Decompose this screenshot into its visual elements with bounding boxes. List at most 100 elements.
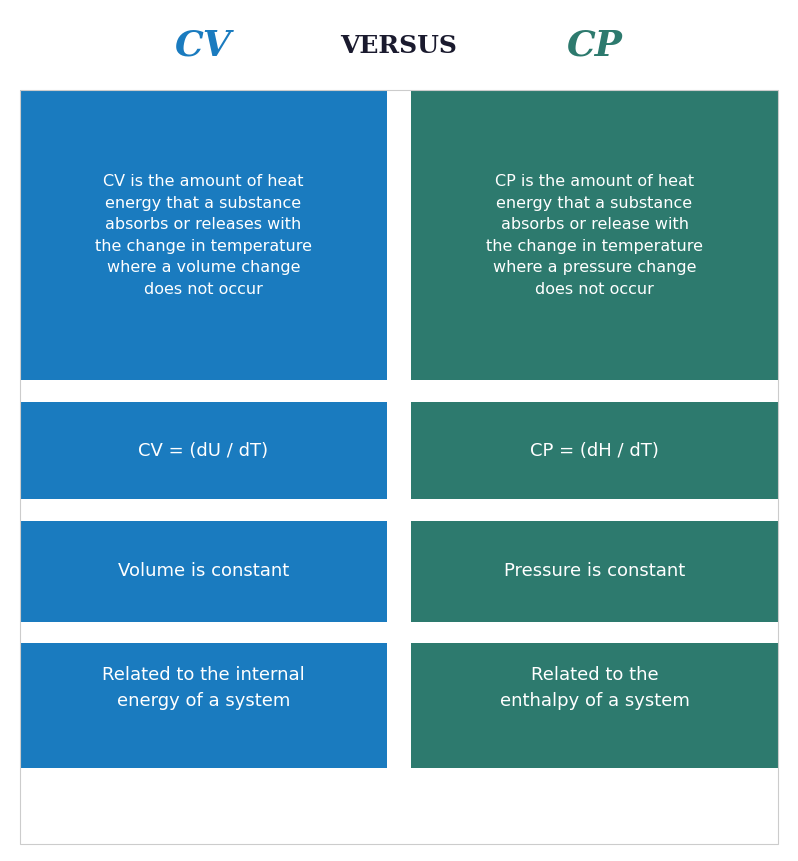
FancyBboxPatch shape	[326, 627, 345, 639]
FancyBboxPatch shape	[194, 627, 213, 639]
FancyBboxPatch shape	[405, 627, 424, 639]
FancyBboxPatch shape	[638, 504, 657, 516]
Text: CV: CV	[175, 28, 232, 63]
FancyBboxPatch shape	[62, 627, 81, 639]
FancyBboxPatch shape	[299, 504, 318, 516]
FancyBboxPatch shape	[585, 627, 604, 639]
FancyBboxPatch shape	[611, 627, 630, 639]
FancyBboxPatch shape	[769, 385, 788, 397]
Text: CP = (dH / dT): CP = (dH / dT)	[530, 442, 659, 460]
FancyBboxPatch shape	[89, 385, 108, 397]
FancyBboxPatch shape	[559, 385, 578, 397]
FancyBboxPatch shape	[168, 385, 187, 397]
FancyBboxPatch shape	[168, 504, 187, 516]
FancyBboxPatch shape	[411, 90, 778, 381]
Text: CV = (dU / dT): CV = (dU / dT)	[138, 442, 269, 460]
Text: Related to the internal
energy of a system: Related to the internal energy of a syst…	[102, 666, 305, 710]
FancyBboxPatch shape	[506, 504, 525, 516]
FancyBboxPatch shape	[273, 627, 292, 639]
FancyBboxPatch shape	[480, 504, 499, 516]
FancyBboxPatch shape	[273, 385, 292, 397]
FancyBboxPatch shape	[743, 627, 762, 639]
FancyBboxPatch shape	[664, 627, 683, 639]
FancyBboxPatch shape	[62, 385, 81, 397]
FancyBboxPatch shape	[115, 504, 134, 516]
FancyBboxPatch shape	[638, 627, 657, 639]
FancyBboxPatch shape	[115, 627, 134, 639]
FancyBboxPatch shape	[405, 385, 424, 397]
FancyBboxPatch shape	[638, 385, 657, 397]
FancyBboxPatch shape	[374, 385, 393, 397]
FancyBboxPatch shape	[247, 504, 266, 516]
Text: CP: CP	[567, 28, 622, 63]
FancyBboxPatch shape	[717, 627, 736, 639]
FancyBboxPatch shape	[10, 627, 29, 639]
FancyBboxPatch shape	[480, 627, 499, 639]
FancyBboxPatch shape	[769, 627, 788, 639]
FancyBboxPatch shape	[89, 627, 108, 639]
FancyBboxPatch shape	[299, 385, 318, 397]
FancyBboxPatch shape	[220, 627, 239, 639]
FancyBboxPatch shape	[36, 504, 55, 516]
FancyBboxPatch shape	[168, 627, 187, 639]
FancyBboxPatch shape	[401, 627, 420, 639]
FancyBboxPatch shape	[664, 385, 683, 397]
FancyBboxPatch shape	[405, 504, 424, 516]
FancyBboxPatch shape	[743, 385, 762, 397]
FancyBboxPatch shape	[20, 90, 387, 381]
FancyBboxPatch shape	[796, 385, 798, 397]
FancyBboxPatch shape	[401, 504, 420, 516]
FancyBboxPatch shape	[299, 627, 318, 639]
FancyBboxPatch shape	[427, 385, 446, 397]
FancyBboxPatch shape	[532, 385, 551, 397]
FancyBboxPatch shape	[273, 504, 292, 516]
FancyBboxPatch shape	[480, 385, 499, 397]
FancyBboxPatch shape	[115, 385, 134, 397]
FancyBboxPatch shape	[374, 627, 393, 639]
FancyBboxPatch shape	[0, 385, 2, 397]
FancyBboxPatch shape	[411, 643, 778, 768]
FancyBboxPatch shape	[36, 385, 55, 397]
FancyBboxPatch shape	[559, 504, 578, 516]
FancyBboxPatch shape	[378, 385, 397, 397]
FancyBboxPatch shape	[506, 385, 525, 397]
FancyBboxPatch shape	[326, 385, 345, 397]
FancyBboxPatch shape	[352, 385, 371, 397]
FancyBboxPatch shape	[194, 504, 213, 516]
FancyBboxPatch shape	[374, 504, 393, 516]
FancyBboxPatch shape	[0, 504, 2, 516]
FancyBboxPatch shape	[427, 504, 446, 516]
FancyBboxPatch shape	[352, 504, 371, 516]
FancyBboxPatch shape	[559, 627, 578, 639]
Text: Pressure is constant: Pressure is constant	[504, 562, 685, 580]
FancyBboxPatch shape	[0, 627, 2, 639]
FancyBboxPatch shape	[62, 504, 81, 516]
FancyBboxPatch shape	[717, 385, 736, 397]
Text: CV is the amount of heat
energy that a substance
absorbs or releases with
the ch: CV is the amount of heat energy that a s…	[95, 174, 312, 297]
FancyBboxPatch shape	[141, 627, 160, 639]
FancyBboxPatch shape	[411, 521, 778, 623]
FancyBboxPatch shape	[611, 385, 630, 397]
FancyBboxPatch shape	[611, 504, 630, 516]
FancyBboxPatch shape	[532, 504, 551, 516]
FancyBboxPatch shape	[769, 504, 788, 516]
FancyBboxPatch shape	[796, 627, 798, 639]
FancyBboxPatch shape	[20, 643, 387, 768]
FancyBboxPatch shape	[247, 627, 266, 639]
Text: Related to the
enthalpy of a system: Related to the enthalpy of a system	[500, 666, 689, 710]
FancyBboxPatch shape	[453, 385, 472, 397]
FancyBboxPatch shape	[194, 385, 213, 397]
FancyBboxPatch shape	[690, 385, 709, 397]
FancyBboxPatch shape	[690, 627, 709, 639]
Text: CP is the amount of heat
energy that a substance
absorbs or release with
the cha: CP is the amount of heat energy that a s…	[486, 174, 703, 297]
FancyBboxPatch shape	[453, 627, 472, 639]
Text: Volume is constant: Volume is constant	[118, 562, 289, 580]
FancyBboxPatch shape	[743, 504, 762, 516]
FancyBboxPatch shape	[378, 504, 397, 516]
FancyBboxPatch shape	[89, 504, 108, 516]
FancyBboxPatch shape	[506, 627, 525, 639]
Text: VERSUS: VERSUS	[341, 34, 457, 58]
FancyBboxPatch shape	[10, 385, 29, 397]
FancyBboxPatch shape	[401, 385, 420, 397]
FancyBboxPatch shape	[378, 627, 397, 639]
